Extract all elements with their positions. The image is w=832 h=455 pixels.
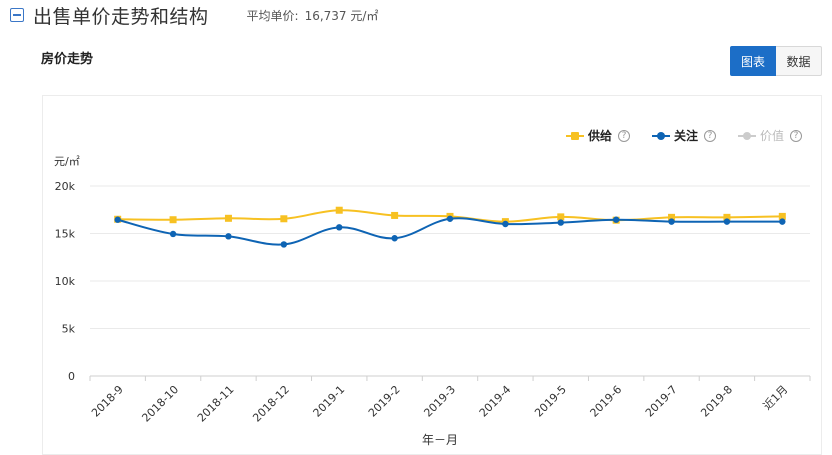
help-icon[interactable]: ? xyxy=(617,129,630,142)
x-axis-label: 年－月 xyxy=(422,433,458,447)
avg-price-value: 16,737 元/㎡ xyxy=(304,8,379,23)
data-point-supply[interactable] xyxy=(391,211,399,219)
chart-view-button[interactable]: 图表 xyxy=(730,46,776,76)
legend-marker-supply xyxy=(565,131,584,141)
data-point-attention[interactable] xyxy=(502,220,509,228)
y-tick-label: 5k xyxy=(62,323,76,336)
data-point-supply[interactable] xyxy=(335,206,343,214)
data-point-supply[interactable] xyxy=(169,216,177,224)
y-axis-label: 元/㎡ xyxy=(54,155,80,168)
data-point-supply[interactable] xyxy=(280,215,288,223)
data-point-attention[interactable] xyxy=(225,233,232,240)
legend-label-supply: 供给 xyxy=(587,129,612,143)
data-point-attention[interactable] xyxy=(391,235,398,242)
help-icon[interactable]: ? xyxy=(790,129,802,142)
x-tick-label: 2018-9 xyxy=(89,383,126,420)
x-tick-label: 2018-10 xyxy=(140,383,182,425)
data-point-supply[interactable] xyxy=(723,213,731,221)
collapse-icon[interactable] xyxy=(10,8,24,22)
x-tick-label: 近1月 xyxy=(761,383,791,413)
data-view-button[interactable]: 数据 xyxy=(776,46,822,76)
section-title: 出售单价走势和结构 xyxy=(33,5,209,28)
y-tick-label: 10k xyxy=(55,275,76,288)
legend-label-value: 价值 xyxy=(759,129,784,143)
data-point-attention[interactable] xyxy=(723,218,731,225)
legend-marker-attention xyxy=(651,131,670,141)
x-tick-label: 2019-7 xyxy=(643,383,680,420)
y-tick-label: 20k xyxy=(55,180,76,193)
panel-title: 房价走势 xyxy=(41,52,94,67)
x-tick-label: 2018-11 xyxy=(195,383,237,425)
x-tick-label: 2019-2 xyxy=(366,383,403,420)
data-point-attention[interactable] xyxy=(612,216,620,223)
data-point-supply[interactable] xyxy=(224,214,232,222)
x-tick-label: 2019-6 xyxy=(588,383,625,420)
legend-label-attention: 关注 xyxy=(673,129,698,143)
data-point-attention[interactable] xyxy=(446,215,454,222)
avg-price-label: 平均单价: xyxy=(246,8,299,23)
data-point-attention[interactable] xyxy=(336,224,343,231)
section-header: 出售单价走势和结构 平均单价: 16,737 元/㎡ xyxy=(10,3,379,28)
series-line-attention xyxy=(117,217,783,246)
data-point-supply[interactable] xyxy=(778,212,786,220)
data-point-supply[interactable] xyxy=(668,213,676,221)
x-tick-label: 2019-5 xyxy=(532,383,569,420)
x-tick-label: 2019-3 xyxy=(421,383,458,420)
x-tick-label: 2019-1 xyxy=(311,383,348,420)
y-tick-label: 0 xyxy=(68,370,75,383)
legend-item-attention[interactable]: 关注 ? xyxy=(651,127,716,144)
data-point-supply[interactable] xyxy=(557,213,565,221)
data-point-attention[interactable] xyxy=(668,218,675,225)
data-point-attention[interactable] xyxy=(779,218,786,225)
view-toggle: 图表 数据 xyxy=(730,46,822,76)
y-tick-label: 15k xyxy=(55,228,76,241)
legend-marker-value xyxy=(737,131,756,141)
data-point-attention[interactable] xyxy=(114,216,121,223)
x-tick-label: 2019-8 xyxy=(698,383,735,420)
legend-item-supply[interactable]: 供给 ? xyxy=(565,127,630,144)
data-point-attention[interactable] xyxy=(280,241,288,248)
data-point-attention[interactable] xyxy=(557,219,564,226)
help-icon[interactable]: ? xyxy=(703,129,716,142)
x-tick-label: 2018-12 xyxy=(250,383,292,425)
data-point-attention[interactable] xyxy=(169,230,177,238)
legend-item-value[interactable]: 价值 ? xyxy=(737,127,802,144)
chart-legend: 供给 ? 关注 ? 价值 ? xyxy=(544,127,802,144)
x-tick-label: 2019-4 xyxy=(477,383,514,420)
